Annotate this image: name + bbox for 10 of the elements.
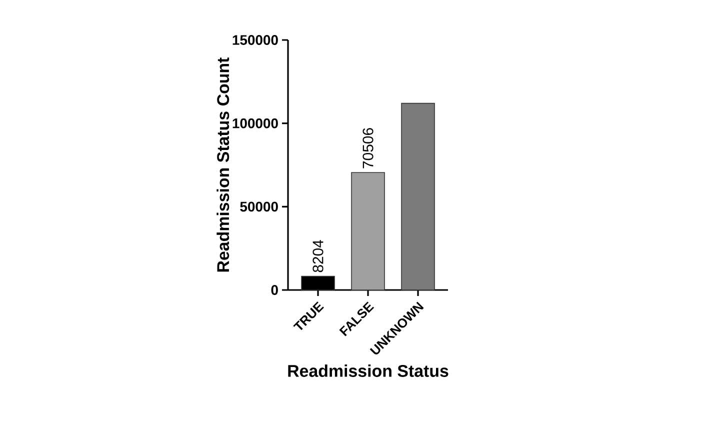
y-tick-label: 100000 — [232, 118, 278, 128]
data-label: 70506 — [362, 128, 374, 168]
data-label: 8204 — [312, 240, 324, 272]
x-axis-title: Readmission Status — [288, 364, 448, 377]
y-tick-label: 0 — [271, 285, 278, 295]
y-axis-title: Readmission Status Count — [216, 57, 230, 272]
y-tick-label: 150000 — [232, 35, 278, 45]
bar — [401, 102, 435, 290]
y-tick-label: 50000 — [240, 202, 278, 212]
bar — [351, 172, 385, 290]
